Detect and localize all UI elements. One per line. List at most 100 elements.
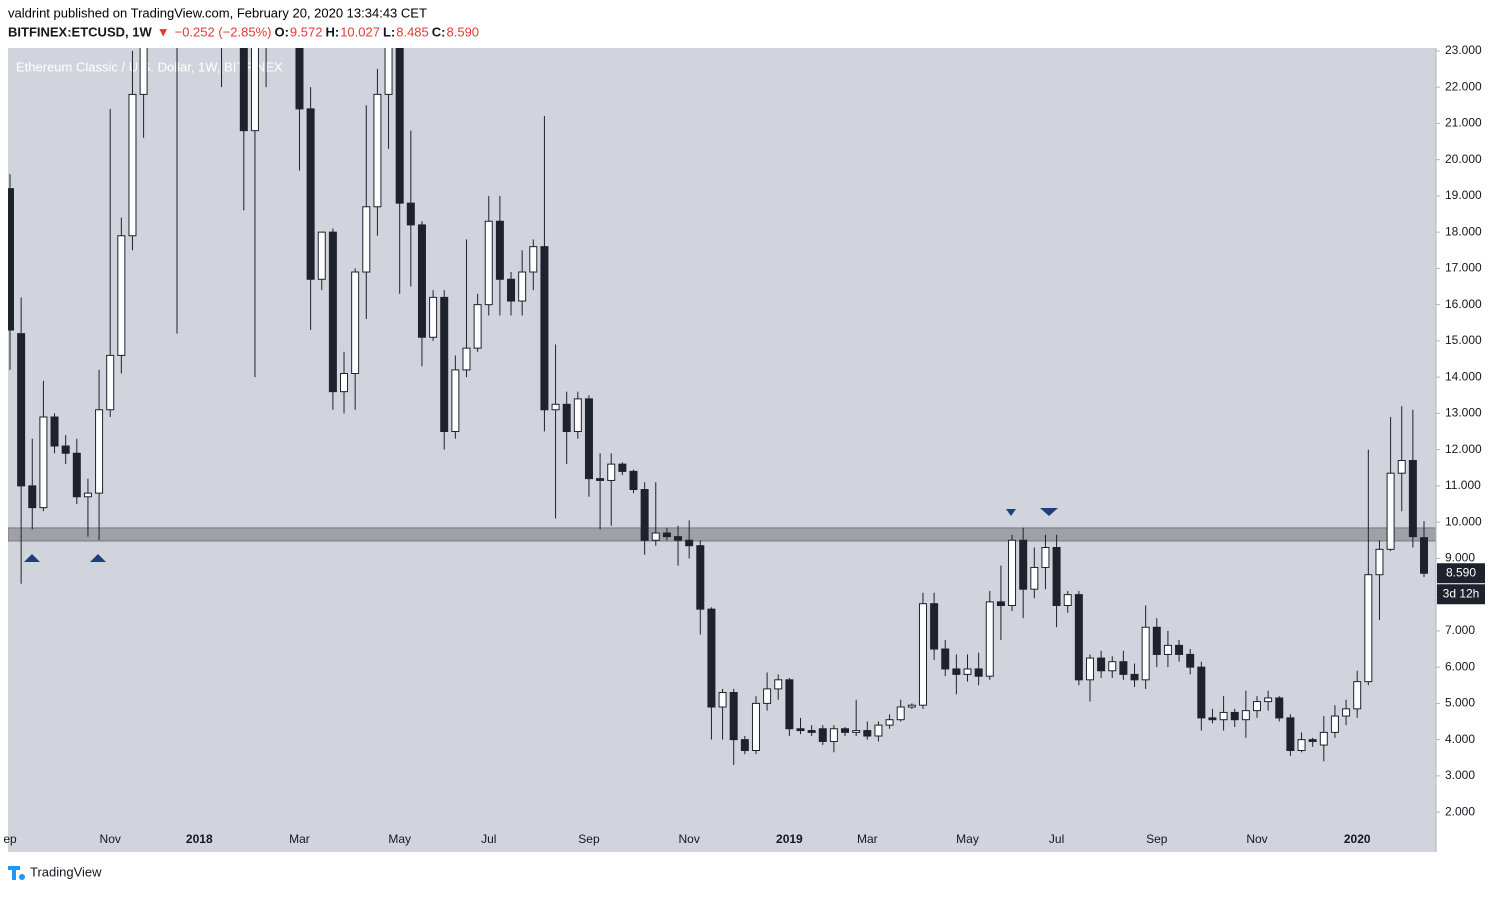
- candle-body: [417, 224, 426, 338]
- ohlc-value: 8.590: [447, 24, 480, 39]
- candle-body: [796, 728, 805, 732]
- x-tick-label: Sep: [578, 832, 600, 846]
- candle-body: [406, 202, 415, 226]
- candle-body: [1308, 739, 1317, 742]
- ohlc-value: 8.485: [396, 24, 429, 39]
- countdown: 3d 12h: [1443, 586, 1480, 600]
- x-tick-label: Nov: [678, 832, 699, 846]
- candle-body: [462, 347, 471, 371]
- x-tick-label: Nov: [1246, 832, 1267, 846]
- candle-body: [1297, 739, 1306, 752]
- candle-body: [1063, 594, 1072, 607]
- x-tick-label: Sep: [1146, 832, 1168, 846]
- y-tick-label: 11.000: [1445, 478, 1481, 492]
- candle-body: [1108, 661, 1117, 672]
- candle-body: [829, 728, 838, 742]
- candle-body: [1119, 661, 1128, 675]
- candle-body: [1186, 653, 1195, 668]
- ohlc-label: H:: [325, 24, 339, 39]
- candle-body: [674, 536, 683, 541]
- candle-body: [963, 668, 972, 675]
- y-tick-label: 17.000: [1445, 261, 1482, 275]
- candle-body: [340, 373, 349, 393]
- down-arrow: [1040, 508, 1058, 516]
- candle-body: [250, 48, 259, 132]
- last-price: 8.590: [1446, 565, 1476, 579]
- candle-body: [83, 492, 92, 498]
- candle-body: [50, 416, 59, 447]
- candle-body: [685, 539, 694, 547]
- up-arrow: [24, 554, 40, 562]
- candle-body: [740, 739, 749, 752]
- symbol: BITFINEX:ETCUSD, 1W: [8, 24, 152, 39]
- candle-body: [607, 463, 616, 481]
- candle-body: [1230, 711, 1239, 721]
- candle-body: [573, 398, 582, 433]
- x-tick-label: May: [956, 832, 979, 846]
- candle-body: [696, 545, 705, 610]
- candle-body: [72, 452, 81, 498]
- x-tick-label: Jul: [481, 832, 496, 846]
- candle-body: [941, 648, 950, 670]
- candle-body: [106, 354, 115, 411]
- candle-body: [1074, 594, 1083, 681]
- candle-body: [863, 730, 872, 737]
- y-tick-label: 19.000: [1445, 188, 1482, 202]
- candle-body: [584, 398, 593, 480]
- candle-body: [1330, 715, 1339, 733]
- symbol-line: BITFINEX:ETCUSD, 1W ▼ −0.252 (−2.85%) O: 9.5…: [8, 24, 479, 39]
- candle-body: [551, 403, 560, 411]
- candle-body: [1420, 537, 1428, 574]
- ohlc-label: L:: [383, 24, 395, 39]
- candle-body: [1219, 711, 1228, 721]
- candle-body: [362, 206, 371, 273]
- candle-body: [1030, 566, 1039, 590]
- candle-body: [1386, 472, 1395, 550]
- candle-body: [373, 93, 382, 208]
- candle-body: [885, 719, 894, 726]
- candle-body: [1342, 708, 1351, 717]
- candle-body: [774, 679, 783, 690]
- candle-body: [1286, 717, 1295, 752]
- x-tick-label: Mar: [289, 832, 310, 846]
- candle-body: [440, 296, 449, 433]
- y-tick-label: 21.000: [1445, 116, 1482, 130]
- candle-body: [395, 48, 404, 204]
- candle-body: [640, 489, 649, 541]
- candle-body: [596, 478, 605, 481]
- candle-body: [28, 485, 37, 509]
- x-tick-label: 2020: [1344, 832, 1371, 846]
- y-tick-label: 18.000: [1445, 224, 1482, 238]
- y-tick-label: 5.000: [1445, 696, 1475, 710]
- candle-body: [1019, 539, 1028, 590]
- y-tick-label: 22.000: [1445, 79, 1482, 93]
- candle-body: [874, 724, 883, 737]
- y-tick-label: 12.000: [1445, 442, 1482, 456]
- y-tick-label: 20.000: [1445, 152, 1482, 166]
- x-tick-label: Mar: [857, 832, 878, 846]
- x-tick-label: Nov: [100, 832, 121, 846]
- footer-brand: TradingView: [30, 864, 102, 879]
- candle-body: [529, 246, 538, 273]
- candle-body: [95, 409, 104, 494]
- y-tick-label: 10.000: [1445, 514, 1482, 528]
- candle-body: [562, 403, 571, 433]
- ohlc-value: 10.027: [340, 24, 380, 39]
- candle-body: [1175, 644, 1184, 655]
- y-tick-label: 16.000: [1445, 297, 1482, 311]
- candle-body: [128, 93, 137, 237]
- candle-body: [807, 730, 816, 733]
- candle-body: [930, 603, 939, 650]
- x-tick-label: ep: [3, 832, 17, 846]
- y-tick-label: 9.000: [1445, 551, 1475, 565]
- y-tick-label: 2.000: [1445, 804, 1475, 818]
- candle-body: [952, 668, 961, 675]
- candle-body: [1264, 697, 1273, 703]
- candle-body: [484, 220, 493, 306]
- change: −0.252 (−2.85%): [175, 24, 272, 39]
- candle-body: [384, 48, 393, 95]
- candle-body: [763, 688, 772, 704]
- candle-body: [1252, 701, 1261, 712]
